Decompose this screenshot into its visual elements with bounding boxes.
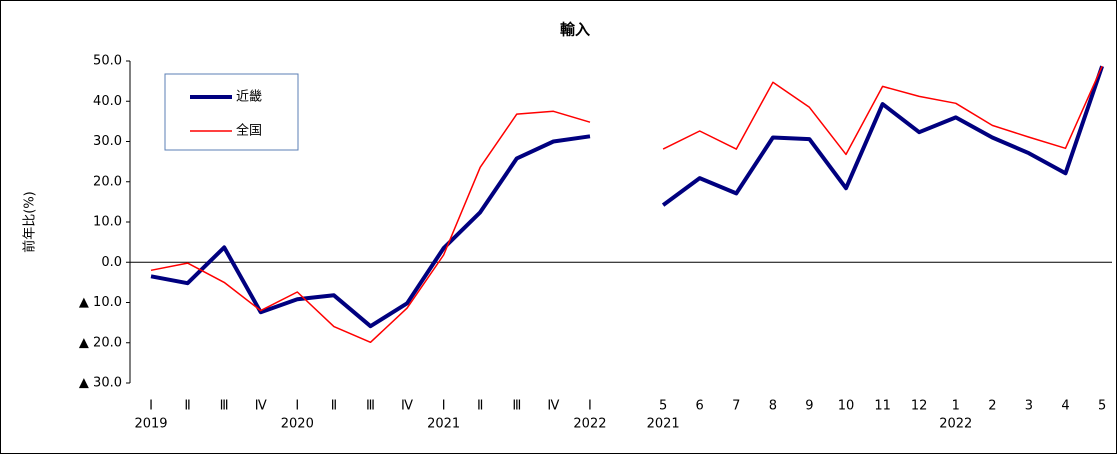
x-year-label: 2019 [134, 417, 167, 432]
x-tick-label: Ⅲ [366, 399, 375, 414]
chart-title: 輸入 [560, 21, 590, 39]
y-axis-label: 前年比(%) [22, 191, 38, 253]
x-tick-label: Ⅳ [401, 399, 413, 414]
x-tick-label: Ⅱ [184, 399, 190, 414]
x-tick-label: Ⅱ [331, 399, 337, 414]
y-tick-label: 40.0 [93, 94, 122, 109]
x-tick-label: 12 [911, 399, 928, 414]
x-tick-label: Ⅳ [547, 399, 559, 414]
x-tick-label: 1 [952, 399, 960, 414]
x-tick-label: Ⅲ [512, 399, 521, 414]
x-tick-label: 7 [732, 399, 740, 414]
legend [164, 73, 299, 151]
x-year-label: 2022 [939, 417, 972, 432]
series-line [150, 65, 1104, 329]
x-tick-label: 3 [1025, 399, 1033, 414]
x-tick-label: Ⅱ [477, 399, 483, 414]
x-tick-label: Ⅳ [255, 399, 267, 414]
x-tick-label: 9 [805, 399, 813, 414]
legend-label: 全国 [236, 123, 262, 139]
y-tick-label: 50.0 [93, 54, 122, 69]
x-year-label: 2022 [573, 417, 606, 432]
y-tick-label: 30.0 [93, 134, 122, 149]
y-tick-label: ▲ 10.0 [79, 295, 122, 310]
x-year-label: 2021 [647, 417, 680, 432]
x-tick-label: Ⅰ [588, 399, 592, 414]
x-year-label: 2021 [427, 417, 460, 432]
x-tick-label: 2 [988, 399, 996, 414]
x-tick-label: 5 [659, 399, 667, 414]
y-tick-label: ▲ 30.0 [79, 376, 122, 391]
series-line [150, 65, 1103, 344]
x-tick-label: Ⅰ [295, 399, 299, 414]
x-tick-label: 4 [1061, 399, 1069, 414]
y-tick-label: 20.0 [93, 174, 122, 189]
y-tick-label: 10.0 [93, 215, 122, 230]
x-tick-label: 11 [874, 399, 891, 414]
x-tick-label: 5 [1098, 399, 1106, 414]
x-tick-label: 6 [696, 399, 704, 414]
x-tick-label: 10 [838, 399, 855, 414]
y-tick-label: ▲ 20.0 [79, 335, 122, 350]
legend-label: 近畿 [236, 90, 262, 105]
y-tick-label: 0.0 [101, 255, 122, 270]
x-tick-label: Ⅰ [442, 399, 446, 414]
x-tick-label: 8 [769, 399, 777, 414]
x-tick-label: Ⅰ [149, 399, 153, 414]
x-tick-label: Ⅲ [220, 399, 229, 414]
x-year-label: 2020 [281, 417, 314, 432]
